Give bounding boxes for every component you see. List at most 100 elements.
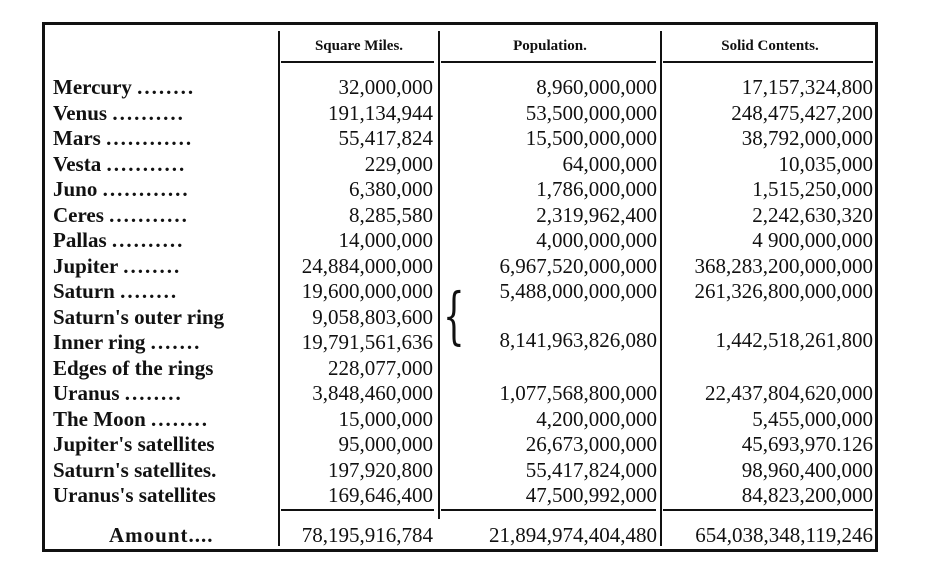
planet-statistics-table: Square Miles. Population. Solid Contents…	[42, 22, 878, 552]
body-name: Inner ring .......	[53, 330, 275, 356]
solid-contents-value: 22,437,804,620,000	[705, 381, 873, 405]
total-rule	[663, 509, 873, 511]
solid-contents-value: 368,283,200,000,000	[694, 253, 874, 278]
solid-contents-value: 261,326,800,000,000	[694, 279, 874, 303]
table-row: Edges of the rings 228,077,000	[45, 356, 875, 382]
square-miles-value: 6,380,000	[349, 177, 433, 201]
table-row: Saturn ........ 19,600,000,000 5,488,000,0…	[45, 279, 875, 305]
body-name-text: Saturn's satellites.	[53, 457, 217, 482]
table-row: Pallas .......... 14,000,000 4,000,000,000…	[45, 228, 875, 254]
population-value: 1,786,000,000	[536, 177, 657, 201]
table-row: Inner ring ....... 19,791,561,636	[45, 330, 875, 356]
table-row: Uranus ........ 3,848,460,000 1,077,568,80…	[45, 381, 875, 407]
leader-dots: ............	[102, 177, 190, 201]
body-name: Venus ..........	[53, 101, 275, 127]
table-row: Mars ............ 55,417,824 15,500,000,00…	[45, 126, 875, 152]
body-name-text: Inner ring	[53, 330, 146, 354]
rings-combined-population: 8,141,963,826,080	[499, 328, 658, 352]
solid-contents-value: 4 900,000,000	[752, 228, 873, 252]
body-name-text: Pallas	[53, 228, 107, 252]
leader-dots: .......	[150, 330, 202, 354]
square-miles-value: 55,417,824	[338, 126, 434, 150]
leader-dots: ..........	[112, 100, 185, 125]
table-row: Saturn's satellites. 197,920,800 55,417,8…	[45, 458, 875, 484]
square-miles-value: 19,600,000,000	[301, 279, 433, 303]
body-name: Uranus's satellites	[53, 483, 275, 509]
body-name: Saturn's satellites.	[53, 458, 275, 484]
header-underline	[663, 61, 873, 63]
population-value: 8,960,000,000	[536, 75, 657, 99]
table-row: Saturn's outer ring 9,058,803,600	[45, 305, 875, 331]
square-miles-value: 8,285,580	[349, 202, 433, 227]
body-name-text: Uranus's satellites	[53, 483, 216, 507]
solid-contents-value: 5,455,000,000	[752, 406, 873, 431]
table-row: Mercury ........ 32,000,000 8,960,000,000 1…	[45, 75, 875, 101]
body-name-text: Mars	[53, 126, 101, 150]
leader-dots: ........	[123, 253, 182, 278]
square-miles-value: 15,000,000	[338, 406, 434, 431]
population-value: 5,488,000,000,000	[499, 279, 658, 303]
leader-dots: ........	[120, 279, 179, 303]
table-row: Jupiter's satellites 95,000,000 26,673,00…	[45, 432, 875, 458]
table-row: Ceres ........... 8,285,580 2,319,962,400 2…	[45, 203, 875, 229]
table-row: Vesta ........... 229,000 64,000,000 10,035…	[45, 152, 875, 178]
population-value: 15,500,000,000	[525, 126, 657, 150]
total-rule	[441, 509, 656, 511]
table-header: Square Miles. Population. Solid Contents…	[45, 25, 875, 65]
leader-dots: ..........	[111, 228, 185, 252]
solid-contents-value: 2,242,630,320	[752, 202, 873, 227]
solid-contents-value: 248,475,427,200	[731, 100, 873, 125]
square-miles-value: 3,848,460,000	[312, 381, 433, 405]
body-name: Uranus ........	[53, 381, 275, 407]
solid-contents-value: 17,157,324,800	[741, 75, 873, 99]
square-miles-value: 228,077,000	[328, 355, 433, 380]
body-name: Saturn ........	[53, 279, 275, 305]
body-name-text: Vesta	[53, 151, 102, 176]
square-miles-value: 24,884,000,000	[301, 253, 433, 278]
square-miles-value: 9,058,803,600	[312, 304, 433, 329]
leader-dots: ........	[124, 381, 183, 405]
body-name: Edges of the rings	[53, 356, 275, 382]
population-value: 2,319,962,400	[536, 202, 657, 227]
solid-contents-value	[663, 305, 873, 331]
population-value: 1,077,568,800,000	[499, 381, 658, 405]
body-name: Jupiter ........	[53, 254, 275, 280]
header-underline	[281, 61, 434, 63]
square-miles-value: 19,791,561,636	[301, 330, 433, 354]
body-name-text: Ceres	[53, 202, 104, 227]
table-row: Uranus's satellites 169,646,400 47,500,99…	[45, 483, 875, 509]
square-miles-value: 32,000,000	[338, 75, 434, 99]
body-name: Mercury ........	[53, 75, 275, 101]
rings-combined-solid-contents: 1,442,518,261,800	[715, 328, 874, 352]
table-row: Venus .......... 191,134,944 53,500,000,00…	[45, 101, 875, 127]
solid-contents-value: 38,792,000,000	[741, 126, 873, 150]
total-row: Amount.... 78,195,916,784 21,894,974,404…	[45, 521, 875, 549]
total-solid-contents: 654,038,348,119,246	[695, 523, 873, 547]
body-name: The Moon ........	[53, 407, 275, 433]
total-rule	[281, 509, 434, 511]
body-name-text: Saturn	[53, 279, 115, 303]
table-body: Mercury ........ 32,000,000 8,960,000,000 1…	[45, 75, 875, 509]
body-name: Ceres ...........	[53, 203, 275, 229]
column-divider	[278, 31, 280, 546]
header-underline	[441, 61, 656, 63]
body-name-text: Edges of the rings	[53, 355, 214, 380]
leader-dots: ............	[106, 126, 194, 150]
body-name-text: Uranus	[53, 381, 120, 405]
solid-contents-value: 84,823,200,000	[741, 483, 873, 507]
body-name: Vesta ...........	[53, 152, 275, 178]
population-value: 6,967,520,000,000	[499, 253, 658, 278]
total-population: 21,894,974,404,480	[489, 523, 657, 547]
table-row: The Moon ........ 15,000,000 4,200,000,000…	[45, 407, 875, 433]
body-name: Pallas ..........	[53, 228, 275, 254]
column-divider	[660, 31, 662, 546]
body-name-text: Juno	[53, 177, 98, 201]
column-divider	[438, 31, 440, 519]
population-value: 64,000,000	[562, 151, 658, 176]
header-population: Population.	[513, 38, 587, 54]
population-value: 47,500,992,000	[525, 483, 657, 507]
total-label: Amount....	[109, 523, 214, 547]
header-solid-contents: Solid Contents.	[721, 38, 819, 54]
population-value	[441, 305, 657, 331]
